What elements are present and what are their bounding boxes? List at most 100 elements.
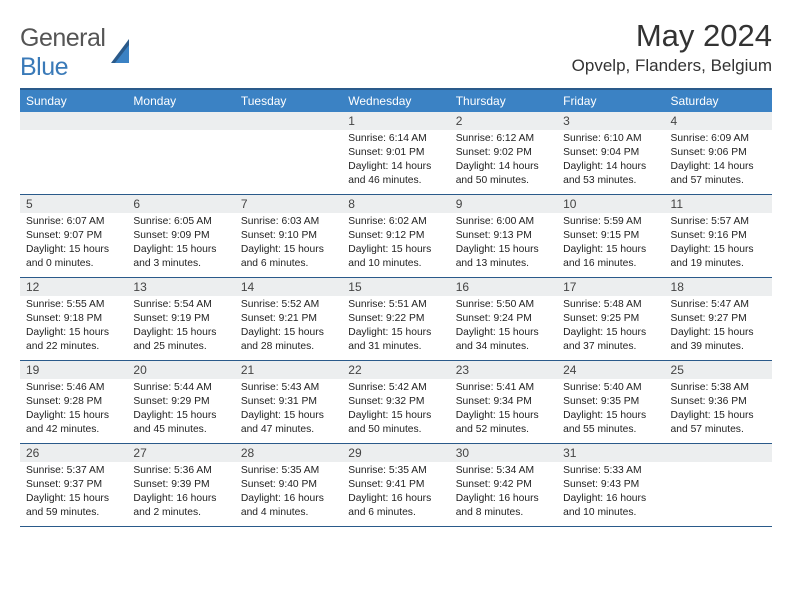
daylight-line: and 45 minutes. bbox=[133, 423, 228, 437]
logo-sail-icon bbox=[109, 35, 135, 72]
day-details: Sunrise: 5:41 AMSunset: 9:34 PMDaylight:… bbox=[450, 379, 557, 441]
day-details: Sunrise: 6:07 AMSunset: 9:07 PMDaylight:… bbox=[20, 213, 127, 275]
daylight-line: Daylight: 14 hours bbox=[456, 160, 551, 174]
day-cell: 26Sunrise: 5:37 AMSunset: 9:37 PMDayligh… bbox=[20, 444, 127, 526]
day-cell: 10Sunrise: 5:59 AMSunset: 9:15 PMDayligh… bbox=[557, 195, 664, 277]
sunrise-line: Sunrise: 5:37 AM bbox=[26, 464, 121, 478]
daylight-line: Daylight: 16 hours bbox=[133, 492, 228, 506]
sunrise-line: Sunrise: 5:44 AM bbox=[133, 381, 228, 395]
day-cell: 14Sunrise: 5:52 AMSunset: 9:21 PMDayligh… bbox=[235, 278, 342, 360]
daylight-line: and 55 minutes. bbox=[563, 423, 658, 437]
daylight-line: Daylight: 15 hours bbox=[563, 243, 658, 257]
sunset-line: Sunset: 9:18 PM bbox=[26, 312, 121, 326]
week-row: 26Sunrise: 5:37 AMSunset: 9:37 PMDayligh… bbox=[20, 444, 772, 527]
sunset-line: Sunset: 9:31 PM bbox=[241, 395, 336, 409]
sunset-line: Sunset: 9:01 PM bbox=[348, 146, 443, 160]
day-details: Sunrise: 5:37 AMSunset: 9:37 PMDaylight:… bbox=[20, 462, 127, 524]
day-cell bbox=[20, 112, 127, 194]
sunrise-line: Sunrise: 6:10 AM bbox=[563, 132, 658, 146]
day-header-wed: Wednesday bbox=[342, 90, 449, 112]
day-cell: 7Sunrise: 6:03 AMSunset: 9:10 PMDaylight… bbox=[235, 195, 342, 277]
sunrise-line: Sunrise: 5:55 AM bbox=[26, 298, 121, 312]
daylight-line: and 22 minutes. bbox=[26, 340, 121, 354]
daylight-line: and 57 minutes. bbox=[671, 174, 766, 188]
daylight-line: Daylight: 15 hours bbox=[456, 243, 551, 257]
day-header-thu: Thursday bbox=[450, 90, 557, 112]
day-number: 13 bbox=[127, 278, 234, 296]
day-header-mon: Monday bbox=[127, 90, 234, 112]
daylight-line: and 6 minutes. bbox=[348, 506, 443, 520]
page-header: General Blue May 2024 Opvelp, Flanders, … bbox=[20, 18, 772, 82]
daylight-line: Daylight: 15 hours bbox=[456, 326, 551, 340]
day-details: Sunrise: 5:55 AMSunset: 9:18 PMDaylight:… bbox=[20, 296, 127, 358]
sunrise-line: Sunrise: 6:12 AM bbox=[456, 132, 551, 146]
day-cell: 18Sunrise: 5:47 AMSunset: 9:27 PMDayligh… bbox=[665, 278, 772, 360]
sunset-line: Sunset: 9:10 PM bbox=[241, 229, 336, 243]
sunset-line: Sunset: 9:40 PM bbox=[241, 478, 336, 492]
day-number: 17 bbox=[557, 278, 664, 296]
sunrise-line: Sunrise: 5:47 AM bbox=[671, 298, 766, 312]
week-row: 1Sunrise: 6:14 AMSunset: 9:01 PMDaylight… bbox=[20, 112, 772, 195]
daylight-line: Daylight: 15 hours bbox=[241, 409, 336, 423]
day-cell: 17Sunrise: 5:48 AMSunset: 9:25 PMDayligh… bbox=[557, 278, 664, 360]
day-details: Sunrise: 6:10 AMSunset: 9:04 PMDaylight:… bbox=[557, 130, 664, 192]
daylight-line: Daylight: 15 hours bbox=[456, 409, 551, 423]
daylight-line: and 50 minutes. bbox=[456, 174, 551, 188]
daylight-line: Daylight: 15 hours bbox=[26, 492, 121, 506]
daylight-line: Daylight: 16 hours bbox=[456, 492, 551, 506]
daylight-line: Daylight: 15 hours bbox=[26, 243, 121, 257]
day-details: Sunrise: 6:09 AMSunset: 9:06 PMDaylight:… bbox=[665, 130, 772, 192]
daylight-line: and 42 minutes. bbox=[26, 423, 121, 437]
daylight-line: and 10 minutes. bbox=[563, 506, 658, 520]
daylight-line: and 8 minutes. bbox=[456, 506, 551, 520]
sunset-line: Sunset: 9:34 PM bbox=[456, 395, 551, 409]
sunset-line: Sunset: 9:36 PM bbox=[671, 395, 766, 409]
day-details: Sunrise: 5:42 AMSunset: 9:32 PMDaylight:… bbox=[342, 379, 449, 441]
sunrise-line: Sunrise: 5:40 AM bbox=[563, 381, 658, 395]
day-header-sun: Sunday bbox=[20, 90, 127, 112]
sunrise-line: Sunrise: 5:42 AM bbox=[348, 381, 443, 395]
day-number: 6 bbox=[127, 195, 234, 213]
sunset-line: Sunset: 9:21 PM bbox=[241, 312, 336, 326]
sunrise-line: Sunrise: 6:05 AM bbox=[133, 215, 228, 229]
day-details: Sunrise: 5:50 AMSunset: 9:24 PMDaylight:… bbox=[450, 296, 557, 358]
daylight-line: and 34 minutes. bbox=[456, 340, 551, 354]
daylight-line: Daylight: 14 hours bbox=[348, 160, 443, 174]
day-details: Sunrise: 6:12 AMSunset: 9:02 PMDaylight:… bbox=[450, 130, 557, 192]
day-cell: 27Sunrise: 5:36 AMSunset: 9:39 PMDayligh… bbox=[127, 444, 234, 526]
day-details: Sunrise: 5:47 AMSunset: 9:27 PMDaylight:… bbox=[665, 296, 772, 358]
sunrise-line: Sunrise: 5:35 AM bbox=[348, 464, 443, 478]
daylight-line: and 10 minutes. bbox=[348, 257, 443, 271]
day-number: 20 bbox=[127, 361, 234, 379]
sunset-line: Sunset: 9:12 PM bbox=[348, 229, 443, 243]
day-cell: 28Sunrise: 5:35 AMSunset: 9:40 PMDayligh… bbox=[235, 444, 342, 526]
sunset-line: Sunset: 9:13 PM bbox=[456, 229, 551, 243]
day-cell: 13Sunrise: 5:54 AMSunset: 9:19 PMDayligh… bbox=[127, 278, 234, 360]
day-number: 4 bbox=[665, 112, 772, 130]
daylight-line: and 39 minutes. bbox=[671, 340, 766, 354]
day-header-tue: Tuesday bbox=[235, 90, 342, 112]
day-number: 10 bbox=[557, 195, 664, 213]
day-number: 3 bbox=[557, 112, 664, 130]
day-details: Sunrise: 5:43 AMSunset: 9:31 PMDaylight:… bbox=[235, 379, 342, 441]
day-cell: 29Sunrise: 5:35 AMSunset: 9:41 PMDayligh… bbox=[342, 444, 449, 526]
day-cell: 16Sunrise: 5:50 AMSunset: 9:24 PMDayligh… bbox=[450, 278, 557, 360]
sunset-line: Sunset: 9:43 PM bbox=[563, 478, 658, 492]
daylight-line: Daylight: 15 hours bbox=[241, 243, 336, 257]
day-cell: 8Sunrise: 6:02 AMSunset: 9:12 PMDaylight… bbox=[342, 195, 449, 277]
day-number: 24 bbox=[557, 361, 664, 379]
daylight-line: Daylight: 16 hours bbox=[348, 492, 443, 506]
day-details: Sunrise: 5:59 AMSunset: 9:15 PMDaylight:… bbox=[557, 213, 664, 275]
sunset-line: Sunset: 9:37 PM bbox=[26, 478, 121, 492]
day-details: Sunrise: 5:36 AMSunset: 9:39 PMDaylight:… bbox=[127, 462, 234, 524]
day-cell: 23Sunrise: 5:41 AMSunset: 9:34 PMDayligh… bbox=[450, 361, 557, 443]
day-number: 31 bbox=[557, 444, 664, 462]
daylight-line: and 52 minutes. bbox=[456, 423, 551, 437]
daylight-line: and 13 minutes. bbox=[456, 257, 551, 271]
calendar-grid: Sunday Monday Tuesday Wednesday Thursday… bbox=[20, 88, 772, 527]
sunset-line: Sunset: 9:42 PM bbox=[456, 478, 551, 492]
day-number: 18 bbox=[665, 278, 772, 296]
day-number: 26 bbox=[20, 444, 127, 462]
day-cell: 6Sunrise: 6:05 AMSunset: 9:09 PMDaylight… bbox=[127, 195, 234, 277]
daylight-line: Daylight: 15 hours bbox=[671, 326, 766, 340]
